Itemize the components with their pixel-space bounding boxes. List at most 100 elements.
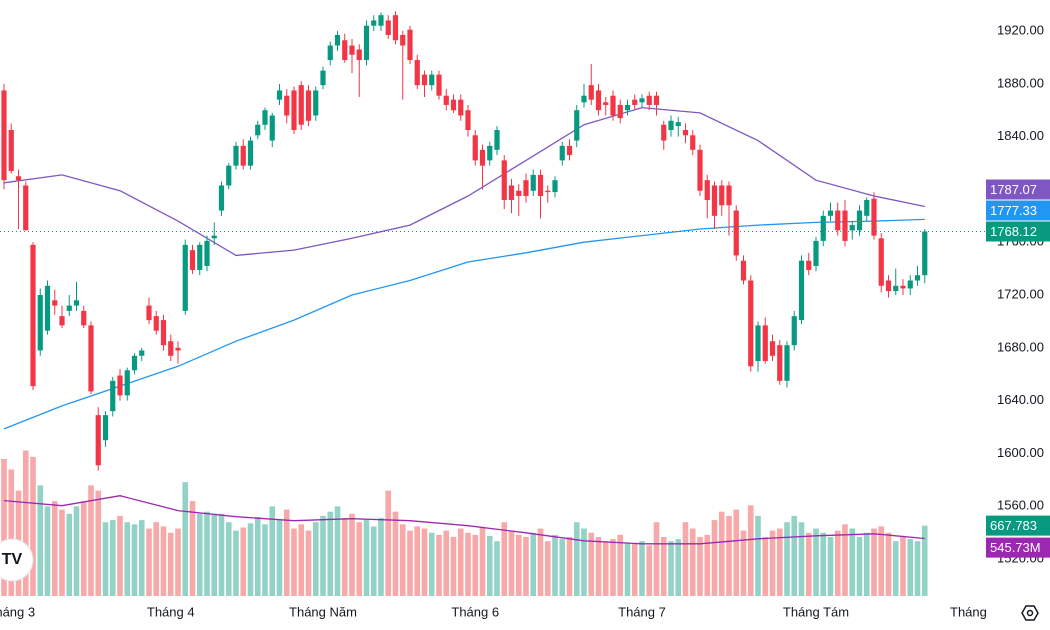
volume-bar	[167, 532, 174, 596]
candle-body	[23, 185, 29, 231]
value-label-box	[986, 515, 1050, 536]
value-label-box	[986, 537, 1050, 558]
volume-bar	[414, 526, 421, 596]
volume-bar	[501, 522, 508, 596]
candle-body	[255, 124, 261, 136]
candle-body	[371, 20, 377, 26]
volume-bar	[443, 530, 450, 596]
volume-bar	[581, 528, 587, 596]
candle-body	[327, 45, 333, 61]
candle-body	[545, 190, 551, 193]
volume-bar	[276, 520, 283, 596]
candle-body	[849, 225, 855, 231]
candle-body	[733, 210, 739, 256]
candle-body	[537, 174, 544, 197]
volume-bar	[668, 541, 674, 596]
candle-body	[501, 160, 507, 200]
volume-bar	[320, 515, 326, 596]
candle-body	[893, 285, 899, 292]
candle-body	[124, 370, 130, 396]
candle-body	[835, 210, 841, 231]
volume-bar	[559, 539, 566, 596]
volume-bar	[813, 528, 819, 596]
value-label: 1768.12	[990, 224, 1037, 239]
volume-bar	[88, 485, 94, 596]
volume-bar	[160, 526, 167, 596]
candle-body	[102, 415, 109, 441]
candle-body	[262, 110, 268, 125]
candle-body	[305, 90, 312, 121]
candle-body	[30, 244, 36, 387]
candle-body	[392, 15, 399, 41]
settings-button[interactable]	[1021, 605, 1039, 621]
candle-body	[81, 310, 87, 326]
volume-bar	[849, 528, 856, 596]
x-tick-label: Tháng 6	[451, 604, 499, 619]
candle-body	[907, 280, 913, 289]
candle-body	[885, 280, 892, 292]
candle-body	[182, 244, 188, 311]
candle-body	[784, 345, 790, 381]
candle-body	[204, 240, 210, 266]
volume-bar	[385, 490, 392, 596]
x-tick-label: Tháng 4	[147, 604, 195, 619]
candle-body	[349, 45, 355, 55]
volume-bar	[697, 536, 703, 596]
volume-bar	[914, 541, 921, 596]
candle-body	[400, 34, 406, 46]
volume-bar	[552, 534, 558, 596]
price-axis: 1520.001560.001600.001640.001680.001720.…	[986, 22, 1050, 565]
volume-bar	[827, 536, 834, 596]
candle-body	[465, 110, 471, 131]
candle-body	[610, 95, 616, 116]
volume-bar	[283, 509, 290, 596]
volume-bar	[305, 530, 312, 596]
volume-bar	[298, 524, 305, 596]
y-tick-label: 1840.00	[997, 128, 1044, 143]
volume-bar	[573, 522, 580, 596]
candle-body	[44, 285, 51, 331]
y-tick-label: 1880.00	[997, 75, 1044, 90]
volume-bar	[755, 515, 761, 596]
candle-body	[900, 285, 906, 289]
candle-body	[922, 231, 928, 276]
candle-body	[110, 380, 116, 412]
volume-bar	[892, 541, 899, 596]
volume-bar	[421, 528, 428, 596]
volume-bar	[392, 511, 399, 596]
volume-bar	[378, 518, 384, 596]
volume-bar	[334, 506, 341, 596]
volume-bar	[240, 527, 247, 596]
candle-body	[871, 198, 877, 236]
volume-bar	[363, 520, 370, 596]
volume-bar	[878, 526, 885, 596]
candle-body	[131, 355, 138, 371]
value-label: 667.783	[990, 518, 1037, 533]
candle-body	[690, 135, 696, 150]
candle-body	[559, 145, 565, 161]
volume-bar	[769, 530, 776, 596]
candle-body	[139, 350, 145, 356]
volume-bar	[791, 515, 798, 596]
volume-bar	[370, 526, 377, 596]
value-label: 545.73M	[990, 540, 1041, 555]
volume-bar	[805, 532, 812, 596]
candle-body	[827, 210, 834, 216]
candle-body	[682, 130, 689, 136]
candle-body	[450, 99, 457, 111]
candle-body	[160, 320, 167, 346]
candle-body	[552, 180, 558, 193]
candle-body	[342, 40, 348, 61]
volume-bar	[204, 511, 210, 596]
candle-body	[52, 300, 58, 306]
volume-bar	[51, 501, 58, 596]
candle-body	[675, 122, 681, 127]
candle-body	[487, 145, 493, 161]
volume-bar	[153, 522, 160, 596]
candle-body	[313, 90, 319, 116]
volume-bar	[262, 524, 268, 596]
volume-bar	[682, 522, 689, 596]
y-tick-label: 1680.00	[997, 339, 1044, 354]
volume-bar	[617, 534, 624, 596]
volume-ma-line	[3, 495, 925, 545]
